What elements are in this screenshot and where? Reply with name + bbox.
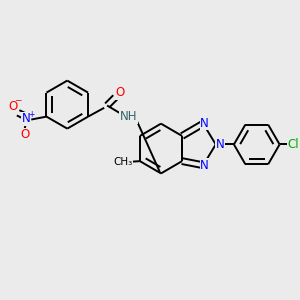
Text: −: − <box>14 96 22 105</box>
Text: +: + <box>28 110 34 119</box>
Text: N: N <box>200 117 209 130</box>
Text: Cl: Cl <box>288 138 299 151</box>
Text: N: N <box>22 112 30 125</box>
Text: N: N <box>216 138 224 151</box>
Text: CH₃: CH₃ <box>114 157 133 167</box>
Text: NH: NH <box>120 110 137 123</box>
Text: O: O <box>115 86 124 99</box>
Text: O: O <box>20 128 29 141</box>
Text: O: O <box>8 100 17 113</box>
Text: N: N <box>200 159 209 172</box>
